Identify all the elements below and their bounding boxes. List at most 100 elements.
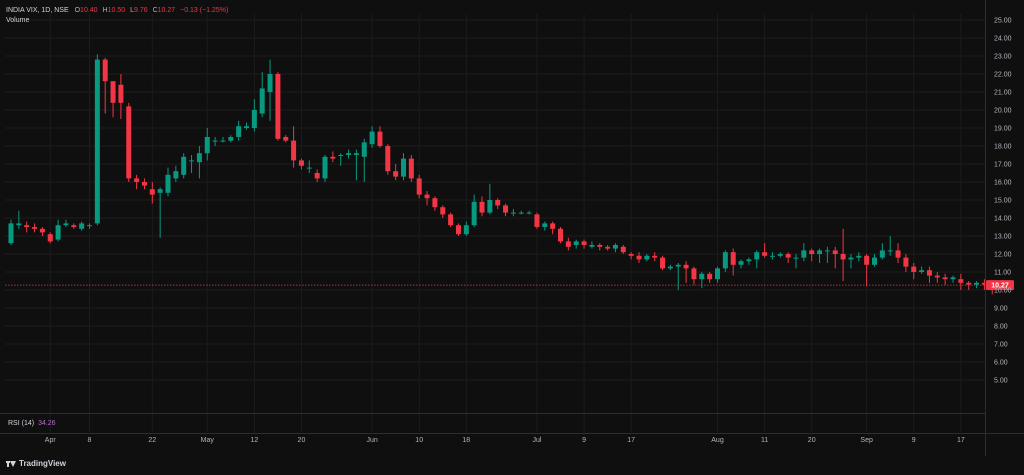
candle [879,243,885,260]
candle [526,210,532,215]
candle [911,263,917,280]
candle-body [275,74,281,139]
x-tick-label: Sep [860,437,873,444]
candle-body [8,223,14,244]
candle-body [204,137,210,154]
legend-row-ohlc: INDIA VIX, 1D, NSE O10.40 H10.50 L9.76 C… [6,6,228,15]
candle [832,246,838,269]
candle-body [495,200,501,206]
footer-bar: TradingView [0,456,1024,470]
candle [597,243,603,251]
candle [463,221,469,236]
candle-body [777,254,783,256]
y-tick-label: 16.00 [994,180,1012,187]
candle-body [824,250,830,252]
y-tick-label: 11.00 [994,270,1011,277]
candle [275,72,281,141]
candle-body [228,137,234,141]
candle-body [793,257,799,259]
candle [722,250,728,272]
candle-body [620,246,626,253]
candle-body [809,250,815,254]
legend-volume[interactable]: Volume [6,17,30,24]
candle-body [832,250,838,254]
candle [612,243,618,253]
candle-body [377,131,383,146]
candle [503,203,509,217]
candle [353,149,359,181]
candles [8,54,995,295]
candle-body [981,282,987,285]
candle-body [189,160,195,162]
x-tick-label: 9 [582,437,586,444]
candle [298,158,304,170]
legend-open: 10.40 [80,7,98,14]
candle [558,227,563,244]
candle [550,221,556,235]
tradingview-logo[interactable]: TradingView [6,459,66,468]
rsi-value: 34.26 [38,420,56,427]
candle [573,239,579,249]
candle-body [134,178,140,182]
candle-body [785,254,791,258]
candle-body [401,158,406,177]
candle-body [220,140,226,142]
candle [942,273,948,285]
candle-body [581,241,587,245]
candle-body [244,126,249,128]
candle-body [32,227,38,229]
candle [667,264,673,271]
x-tick-label: 22 [148,437,156,444]
rsi-legend[interactable]: RSI (14) 34.26 [8,420,56,427]
candle-body [958,279,964,283]
candle [259,72,265,118]
candle-body [346,153,352,155]
candle [479,196,485,217]
candle-body [181,156,187,175]
candle-body [722,252,728,269]
y-tick-label: 8.00 [994,324,1008,331]
candle [785,252,791,263]
candle [416,174,422,199]
candle [141,178,147,190]
candle-body [440,207,446,215]
candle [369,126,375,148]
candle [707,272,713,283]
candle [628,252,634,260]
candle [762,243,768,258]
candle [173,165,179,182]
candle-body [660,257,666,269]
candle [330,151,336,163]
candle [204,128,210,161]
candle-body [597,245,603,247]
candle [110,81,116,118]
candle-body [503,205,509,213]
candle-body [950,277,956,280]
candle-body [848,257,854,260]
candle [809,248,815,262]
candle [212,137,218,146]
candle [769,252,775,260]
tradingview-logo-icon [6,460,16,467]
candle [856,252,862,262]
candle-body [55,225,61,240]
candle-body [769,255,775,257]
y-tick-label: 19.00 [994,126,1012,133]
x-tick-label: 12 [250,437,258,444]
candle [934,272,940,283]
y-tick-label: 17.00 [994,162,1012,169]
candle-body [762,252,768,256]
candle-body [71,225,77,227]
candle [872,254,877,267]
legend-symbol[interactable]: INDIA VIX, 1D, NSE [6,7,69,14]
candle [267,59,273,121]
candle [228,135,234,143]
chart-legend: INDIA VIX, 1D, NSE O10.40 H10.50 L9.76 C… [6,6,228,25]
candle [974,281,980,289]
candle-body [236,126,242,137]
legend-change: −0.13 (−1.25%) [180,7,229,14]
candle [196,146,202,179]
candle [817,248,823,263]
